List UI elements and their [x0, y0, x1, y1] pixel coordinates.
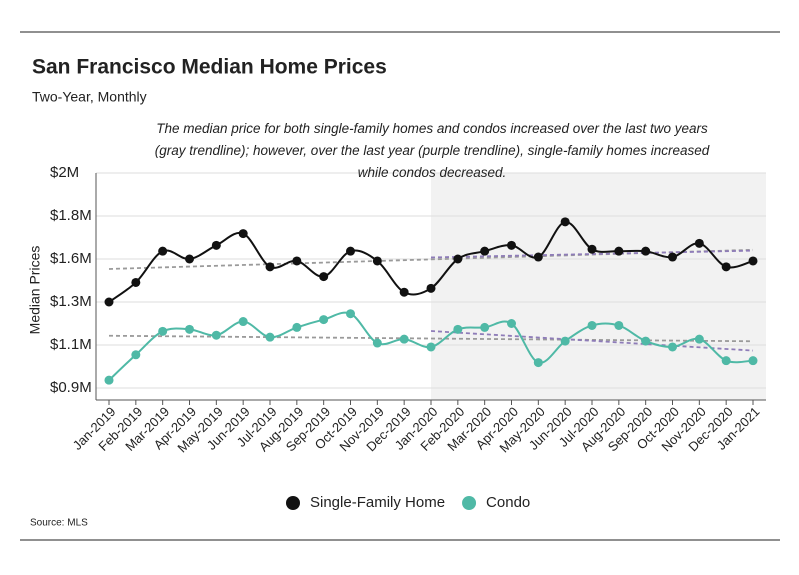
data-point	[507, 319, 516, 328]
y-axis-label: Median Prices	[27, 246, 43, 335]
legend-label: Single-Family Home	[310, 494, 445, 511]
data-point	[372, 256, 382, 266]
data-point	[346, 309, 355, 319]
data-point	[480, 246, 490, 256]
y-tick-label: $1.8M	[50, 207, 92, 224]
data-point	[721, 356, 731, 366]
legend-swatch	[286, 496, 300, 510]
data-point	[265, 262, 275, 272]
y-tick-label: $1.6M	[50, 250, 92, 267]
data-point	[399, 334, 409, 344]
data-point	[346, 246, 355, 256]
data-point	[641, 246, 651, 256]
data-point	[185, 324, 194, 334]
data-point	[748, 256, 758, 266]
data-point	[399, 287, 409, 297]
data-point	[533, 252, 543, 262]
data-point	[426, 342, 436, 352]
trendline	[108, 248, 754, 270]
legend-label: Condo	[486, 494, 530, 511]
data-point	[614, 246, 624, 256]
data-point	[211, 240, 221, 250]
data-point	[694, 238, 704, 248]
trendline	[430, 249, 754, 259]
data-point	[453, 254, 463, 264]
annotation: The median price for both single-family …	[154, 121, 710, 180]
data-point	[292, 256, 302, 266]
data-point	[104, 375, 114, 385]
data-point	[211, 330, 221, 340]
data-point	[158, 326, 168, 336]
data-point	[668, 342, 677, 352]
data-point	[721, 262, 731, 272]
shade	[431, 173, 766, 400]
data-point	[319, 315, 329, 325]
data-point	[319, 272, 329, 282]
data-point	[426, 283, 436, 293]
data-point	[238, 317, 248, 327]
trendline	[430, 330, 754, 352]
data-point	[748, 356, 758, 366]
data-point	[131, 277, 141, 287]
data-point	[131, 350, 141, 360]
data-point	[560, 217, 570, 227]
chart-title: San Francisco Median Home Prices	[32, 56, 387, 79]
data-point	[587, 244, 597, 254]
data-point	[507, 240, 516, 250]
data-point	[372, 338, 382, 348]
data-point	[185, 254, 194, 264]
legend-swatch	[462, 496, 477, 510]
source: Source: MLS	[30, 518, 88, 529]
data-point	[238, 229, 248, 239]
data-point	[694, 334, 704, 344]
data-point	[614, 320, 624, 330]
data-point	[292, 322, 302, 332]
data-point	[641, 336, 651, 346]
data-point	[533, 358, 543, 368]
y-tick-label: $2M	[50, 164, 79, 181]
data-point	[158, 246, 168, 256]
data-point	[587, 320, 597, 330]
data-point	[265, 332, 275, 342]
data-point	[480, 322, 490, 332]
chart-subtitle: Two-Year, Monthly	[32, 89, 147, 105]
y-tick-label: $1.3M	[50, 293, 92, 310]
y-tick-label: $1.1M	[50, 336, 92, 353]
data-point	[104, 297, 114, 307]
data-point	[668, 252, 677, 262]
y-tick-label: $0.9M	[50, 379, 92, 396]
data-point	[453, 324, 463, 334]
data-point	[560, 336, 570, 346]
